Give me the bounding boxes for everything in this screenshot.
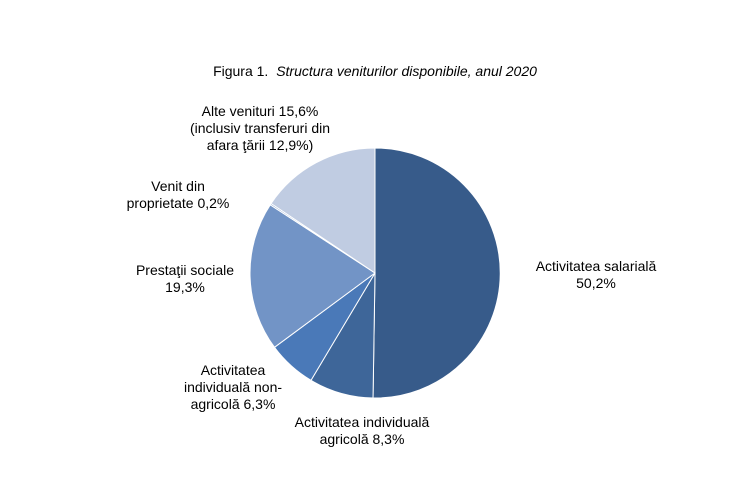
chart-title: Figura 1. Structura veniturilor disponib… [0,63,750,79]
slice-label-property-income: Venit din proprietate 0,2% [126,178,230,211]
pie-slice-other-income [270,147,376,274]
chart-title-number: Figura 1. [213,63,269,79]
slice-label-salary: Activitatea salarială 50,2% [535,258,657,291]
slice-label-non-agricultural: Activitatea individuală non- agricolă 6,… [183,362,283,412]
slice-label-agricultural: Activitatea individuală agricolă 8,3% [294,414,430,447]
chart-title-text: Structura veniturilor disponibile, anul … [276,63,537,79]
slice-label-other-income: Alte venituri 15,6% (inclusiv transferur… [189,103,331,153]
pie-slice-salary [372,147,501,399]
slice-label-social-benefits: Prestaţii sociale 19,3% [135,262,235,295]
pie-slice-social-benefits [249,204,376,349]
